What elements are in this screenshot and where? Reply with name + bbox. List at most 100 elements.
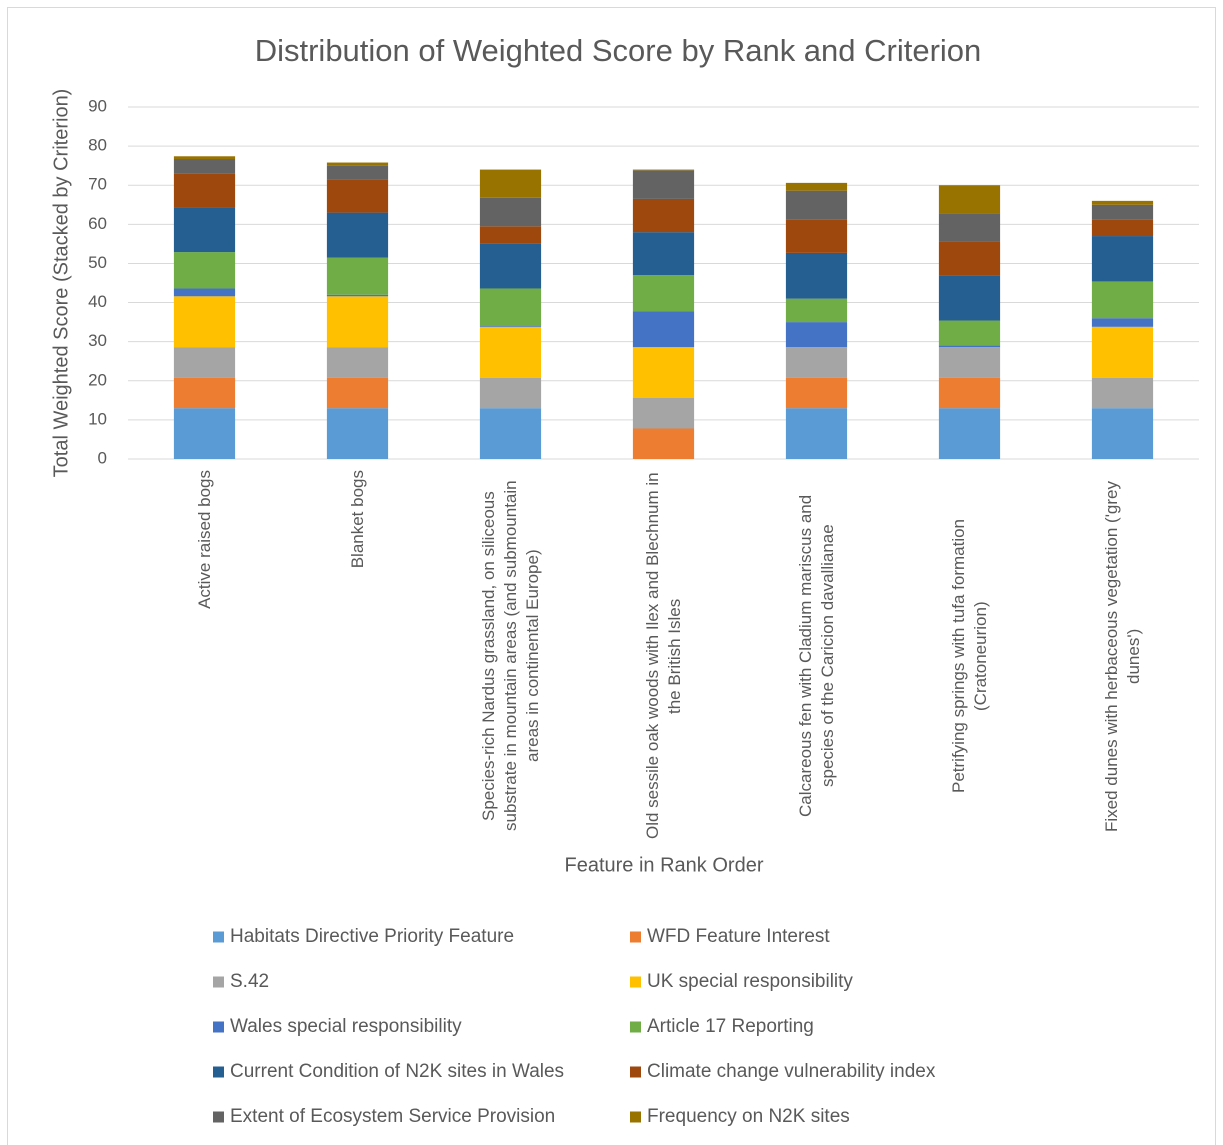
legend-swatch <box>213 931 224 943</box>
x-tick-label-wrap: Active raised bogs <box>128 470 281 850</box>
bar-segment <box>938 213 1001 242</box>
bar-segment <box>785 347 848 378</box>
x-tick-label-wrap: Species-rich Nardus grassland, on silice… <box>434 470 587 850</box>
bar-segment <box>1091 204 1154 220</box>
bar-segment <box>479 326 542 378</box>
bar-segment <box>785 252 848 299</box>
y-tick-label: 0 <box>98 448 107 467</box>
legend-swatch <box>213 1066 224 1078</box>
bar-segment <box>479 243 542 289</box>
bar-segment <box>938 241 1001 276</box>
x-axis-title: Feature in Rank Order <box>565 854 764 876</box>
legend-swatch <box>213 976 224 988</box>
y-tick-label: 80 <box>88 136 107 155</box>
bar-segment <box>173 159 236 174</box>
bar-segment <box>173 288 236 297</box>
bar-segment <box>326 408 389 459</box>
bar-segment <box>785 219 848 253</box>
bar-segment <box>632 275 695 312</box>
bar-segment <box>479 288 542 327</box>
legend-swatch <box>630 1066 641 1078</box>
bar-segment <box>326 165 389 180</box>
x-tick-label: Blanket bogs <box>347 470 367 569</box>
bar-segment <box>1091 318 1154 327</box>
bar-segment <box>479 169 542 198</box>
y-tick-label: 10 <box>88 409 107 428</box>
legend-swatch <box>630 976 641 988</box>
bar-segment <box>632 397 695 429</box>
legend-label: S.42 <box>230 971 269 992</box>
legend-label: Article 17 Reporting <box>647 1016 814 1037</box>
bar-segment <box>326 377 389 409</box>
bar-segment <box>479 326 542 327</box>
bar-segment <box>173 296 236 348</box>
bar-segment <box>1091 281 1154 319</box>
x-tick-label-wrap: Old sessile oak woods with Ilex and Blec… <box>587 470 740 850</box>
bar-segment <box>173 377 236 409</box>
x-tick-label-wrap: Blanket bogs <box>281 470 434 850</box>
bar-segment <box>938 185 1001 214</box>
legend-swatch <box>630 1021 641 1033</box>
bar-segment <box>1091 219 1154 237</box>
y-tick-label: 20 <box>88 370 107 389</box>
legend-label: UK special responsibility <box>647 971 853 992</box>
legend-label: Climate change vulnerability index <box>647 1061 936 1082</box>
x-tick-label: Species-rich Nardus grassland, on silice… <box>478 480 542 832</box>
legend-label: Wales special responsibility <box>230 1016 462 1037</box>
y-tick-label: 50 <box>88 253 107 272</box>
bar-segment <box>785 322 848 348</box>
y-axis-title: Total Weighted Score (Stacked by Criteri… <box>50 89 72 478</box>
bar-segment <box>326 296 389 348</box>
bar-segment <box>632 169 695 171</box>
legend-swatch <box>213 1111 224 1123</box>
bar-segment <box>173 207 236 253</box>
legend-label: Extent of Ecosystem Service Provision <box>230 1106 555 1127</box>
bar-segment <box>173 252 236 289</box>
bar-segment <box>479 377 542 409</box>
legend-label: Frequency on N2K sites <box>647 1106 850 1127</box>
legend-swatch <box>630 1111 641 1123</box>
y-tick-label: 90 <box>88 96 107 115</box>
bar-segment <box>326 162 389 166</box>
bar-segment <box>479 197 542 227</box>
bar-segment <box>632 170 695 199</box>
bar-segment <box>938 377 1001 409</box>
bar-segment <box>479 226 542 244</box>
bar-segment <box>1091 236 1154 282</box>
bar-segment <box>173 408 236 459</box>
bar-segment <box>173 156 236 160</box>
bar-segment <box>938 320 1001 346</box>
bar-segment <box>632 198 695 233</box>
x-tick-label-wrap: Fixed dunes with herbaceous vegetation (… <box>1046 470 1199 850</box>
chart-title: Distribution of Weighted Score by Rank a… <box>255 33 982 68</box>
legend-label: Habitats Directive Priority Feature <box>230 926 514 947</box>
bar-segment <box>632 311 695 348</box>
y-tick-label: 60 <box>88 214 107 233</box>
bar-segment <box>173 173 236 208</box>
legend-swatch <box>213 1021 224 1033</box>
x-tick-label: Active raised bogs <box>194 470 214 609</box>
x-tick-label: Petrifying springs with tufa formation (… <box>948 519 990 794</box>
bar-segment <box>173 347 236 378</box>
bar-segment <box>785 190 848 220</box>
bar-segment <box>938 408 1001 459</box>
y-tick-label: 70 <box>88 175 107 194</box>
legend-label: WFD Feature Interest <box>647 926 830 947</box>
bar-segment <box>785 377 848 409</box>
y-tick-label: 30 <box>88 331 107 350</box>
bar-segment <box>326 179 389 213</box>
bar-segment <box>785 298 848 323</box>
x-tick-label: Fixed dunes with herbaceous vegetation (… <box>1101 480 1143 832</box>
legend-label: Current Condition of N2K sites in Wales <box>230 1061 564 1082</box>
bar-segment <box>632 428 695 459</box>
bar-segment <box>632 232 695 276</box>
bar-segment <box>938 345 1001 348</box>
bar-segment <box>1091 326 1154 378</box>
bar-segment <box>785 182 848 191</box>
y-tick-label: 40 <box>88 292 107 311</box>
x-tick-label-wrap: Calcareous fen with Cladium mariscus and… <box>740 470 893 850</box>
x-tick-label: Old sessile oak woods with Ilex and Blec… <box>642 472 684 840</box>
bar-segment <box>1091 408 1154 459</box>
bar-segment <box>326 347 389 378</box>
